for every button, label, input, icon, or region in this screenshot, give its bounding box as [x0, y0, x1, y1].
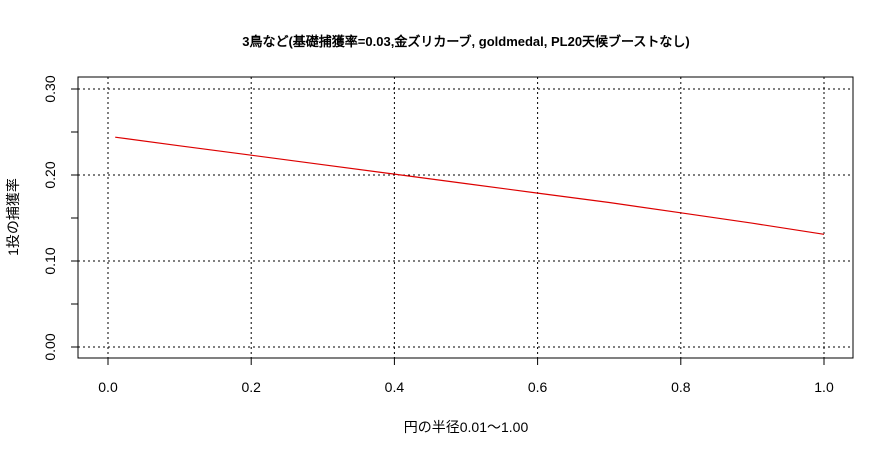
plot-box	[77, 76, 854, 359]
chart-title: 3鳥など(基礎捕獲率=0.03,金ズリカーブ, goldmedal, PL20天…	[242, 34, 690, 49]
y-tick-label: 0.00	[42, 333, 58, 360]
y-tick-label: 0.30	[42, 75, 58, 102]
y-axis-label: 1投の捕獲率	[5, 178, 21, 256]
y-tick-label: 0.10	[42, 247, 58, 274]
x-tick-label: 0.4	[385, 379, 405, 395]
data-line	[115, 136, 825, 235]
x-tick-label: 0.2	[241, 379, 261, 395]
x-tick-label: 0.0	[98, 379, 118, 395]
x-tick-label: 1.0	[814, 379, 834, 395]
x-tick-label: 0.8	[671, 379, 691, 395]
x-tick-label: 0.6	[528, 379, 548, 395]
x-axis-label: 円の半径0.01～1.00	[404, 419, 529, 435]
y-tick-label: 0.20	[42, 161, 58, 188]
x-axis: 0.0 0.2 0.4 0.6 0.8 1.0	[98, 358, 834, 395]
grid-lines	[78, 77, 853, 358]
y-axis: 0.00 0.10 0.20 0.30	[42, 75, 78, 361]
